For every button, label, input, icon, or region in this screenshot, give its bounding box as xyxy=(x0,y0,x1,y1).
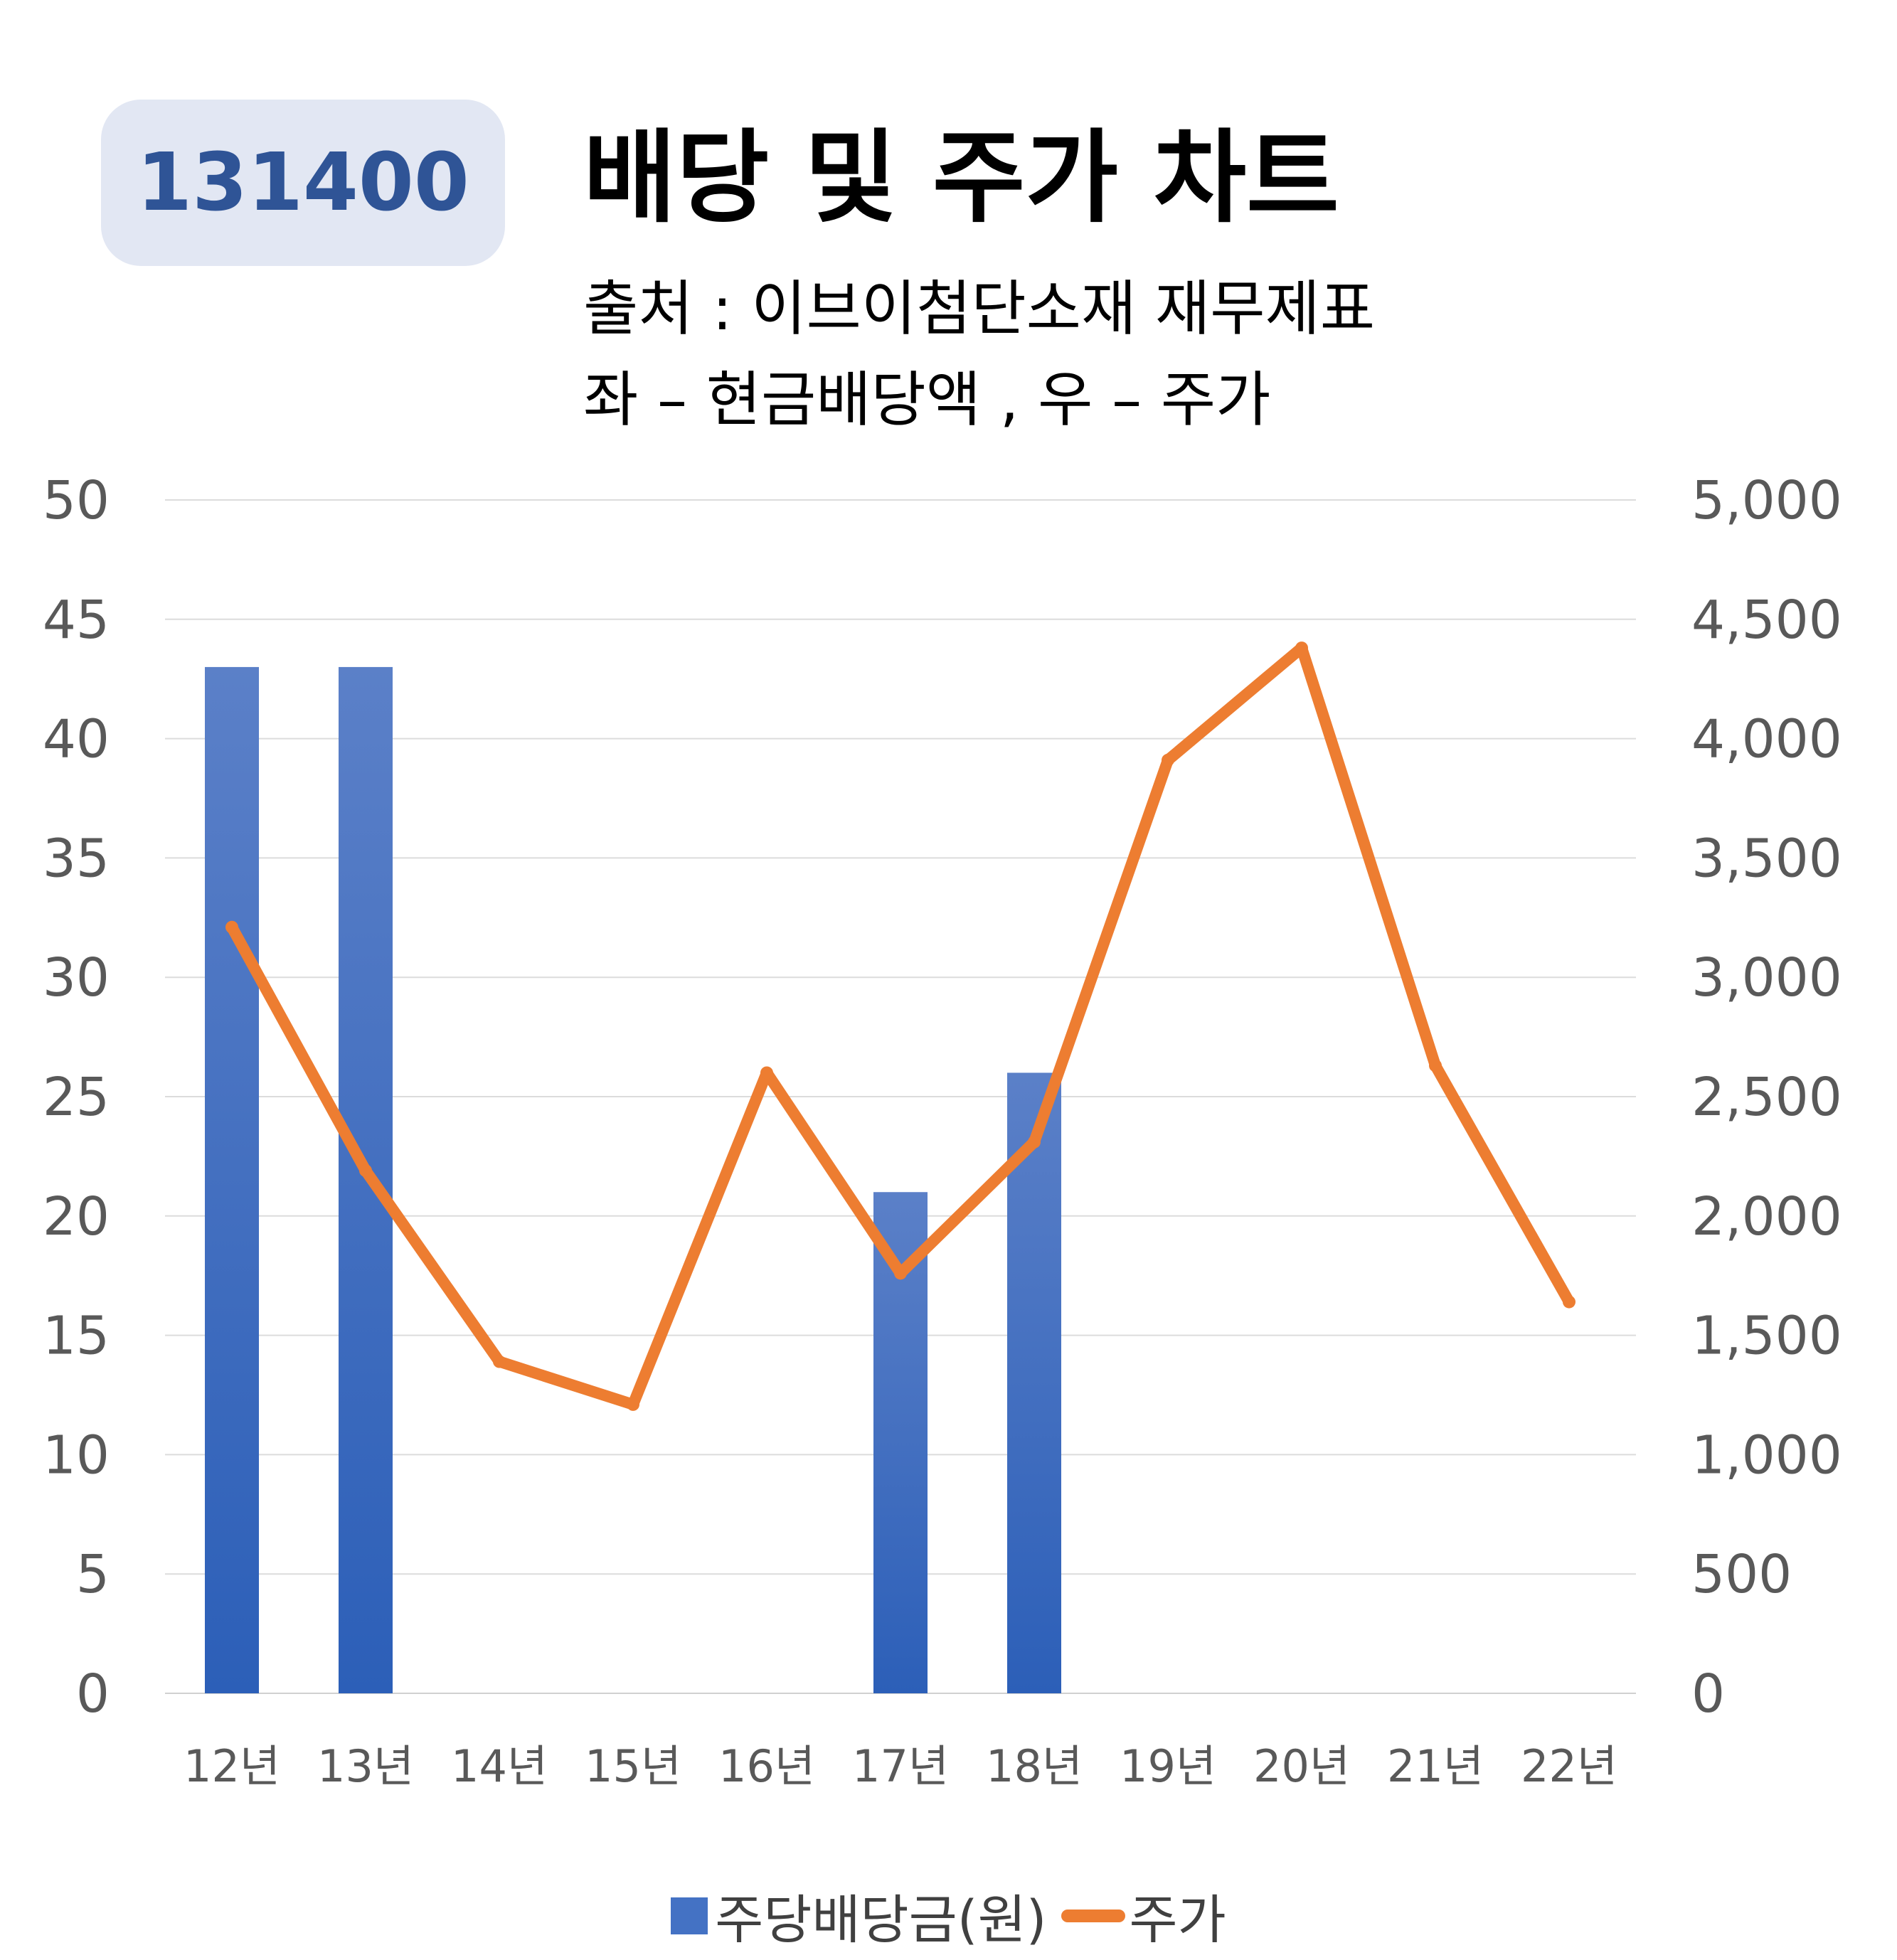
legend-swatch-bar xyxy=(671,1897,708,1934)
ticker-code: 131400 xyxy=(137,137,469,229)
legend-swatch-line xyxy=(1061,1909,1125,1922)
x-tick-label: 16년 xyxy=(718,1740,815,1792)
price-point xyxy=(1295,641,1308,655)
y-right-tick-label: 500 xyxy=(1691,1544,1792,1605)
price-point xyxy=(359,1164,372,1178)
ticker-badge: 131400 xyxy=(101,100,505,266)
y-right-tick-label: 2,500 xyxy=(1691,1067,1842,1128)
y-left-tick-label: 0 xyxy=(76,1663,110,1725)
chart-source: 출처 : 이브이첨단소재 재무제표 xyxy=(583,274,1376,343)
x-tick-label: 22년 xyxy=(1521,1740,1617,1792)
y-right-tick-label: 0 xyxy=(1691,1663,1725,1725)
x-tick-label: 17년 xyxy=(852,1740,949,1792)
price-point xyxy=(225,920,238,934)
price-point xyxy=(760,1066,773,1080)
y-right-tick-label: 1,500 xyxy=(1691,1306,1842,1367)
y-left-tick-label: 25 xyxy=(43,1067,110,1128)
legend-item-dividend: 주당배당금(원) xyxy=(671,1878,1047,1954)
dividend-bar xyxy=(1007,1072,1061,1693)
y-right-tick-label: 3,500 xyxy=(1691,828,1842,889)
price-point xyxy=(493,1355,506,1368)
price-point xyxy=(627,1397,639,1411)
y-left-tick-label: 20 xyxy=(43,1186,110,1247)
x-tick-label: 15년 xyxy=(585,1740,681,1792)
y-right-tick-label: 3,000 xyxy=(1691,947,1842,1008)
y-left-tick-label: 30 xyxy=(43,947,110,1008)
price-point xyxy=(894,1267,907,1280)
y-right-tick-label: 2,000 xyxy=(1691,1186,1842,1247)
x-tick-label: 20년 xyxy=(1253,1740,1350,1792)
price-point xyxy=(1028,1135,1041,1149)
price-point xyxy=(1162,753,1174,767)
price-point xyxy=(1429,1059,1442,1072)
legend-label-price: 주가 xyxy=(1129,1890,1226,1951)
y-right-tick-label: 5,000 xyxy=(1691,470,1842,531)
y-right-tick-label: 4,500 xyxy=(1691,590,1842,651)
y-left-tick-label: 10 xyxy=(43,1424,110,1486)
x-tick-label: 18년 xyxy=(986,1740,1083,1792)
y-left-tick-label: 50 xyxy=(43,470,110,531)
y-left-tick-label: 5 xyxy=(76,1544,110,1605)
y-left-tick-label: 35 xyxy=(43,828,110,889)
x-tick-label: 21년 xyxy=(1387,1740,1484,1792)
x-tick-label: 13년 xyxy=(317,1740,414,1792)
x-tick-label: 12년 xyxy=(184,1740,280,1792)
dividend-bar xyxy=(205,666,259,1694)
legend-item-price: 주가 xyxy=(1061,1878,1226,1954)
dividend-price-chart: 0 0 5 500 10 1,000 15 1,500 20 2,000 25 2,500 30 3,00… xyxy=(43,470,1842,1792)
price-point xyxy=(1563,1295,1575,1309)
y-right-tick-label: 4,000 xyxy=(1691,709,1842,770)
x-tick-label: 14년 xyxy=(451,1740,548,1792)
legend-label-dividend: 주당배당금(원) xyxy=(715,1890,1047,1951)
y-left-tick-label: 15 xyxy=(43,1306,110,1367)
y-left-tick-label: 40 xyxy=(43,709,110,770)
chart-title: 배당 및 주가 차트 xyxy=(583,119,1339,237)
y-left-tick-label: 45 xyxy=(43,590,110,651)
y-right-tick-label: 1,000 xyxy=(1691,1424,1842,1486)
x-tick-label: 19년 xyxy=(1120,1740,1216,1792)
chart-axes-note: 좌 – 현금배당액 , 우 – 주가 xyxy=(583,365,1271,435)
legend: 주당배당금(원) 주가 xyxy=(0,1878,1897,1954)
